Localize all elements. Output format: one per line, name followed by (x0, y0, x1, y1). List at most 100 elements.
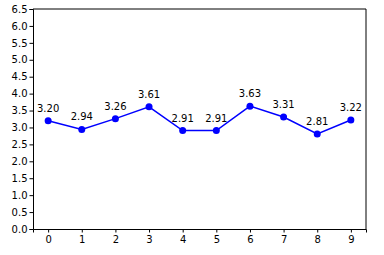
x-tick-label: 9 (348, 234, 354, 245)
x-tick-label: 7 (281, 234, 287, 245)
y-tick: 1.0 (12, 190, 33, 201)
point (112, 115, 119, 122)
x-tick-mark (250, 229, 251, 233)
x-tick-mark (82, 229, 83, 233)
chart: 0 1 2 3 4 5 6 7 8 9 0.0 0.5 1.0 1.5 2.0 2.5 3.0 3.5 4.0 4.5… (0, 0, 384, 255)
y-tick-label: 6.0 (12, 21, 28, 32)
x-axis-line (34, 230, 367, 233)
y-tick-label: 0.5 (12, 207, 28, 218)
x-tick-mark (149, 229, 150, 233)
x-tick-mark (216, 229, 217, 233)
frame-right (366, 9, 367, 229)
x-tick-mark (183, 229, 184, 233)
point (146, 103, 153, 110)
data-label: 2.91 (205, 113, 227, 124)
y-tick-mark (30, 144, 34, 145)
point (45, 117, 52, 124)
y-tick-label: 3.0 (12, 122, 28, 133)
y-tick-mark (30, 178, 34, 179)
series (45, 103, 355, 138)
x-axis: 0 1 2 3 4 5 6 7 8 9 (34, 229, 367, 245)
data-label: 2.91 (172, 113, 194, 124)
y-tick-label: 5.0 (12, 54, 28, 65)
y-tick-mark (30, 229, 34, 230)
y-tick: 0.5 (12, 207, 33, 218)
y-tick-label: 3.5 (12, 105, 28, 116)
plot: 0 1 2 3 4 5 6 7 8 9 0.0 0.5 1.0 1.5 2.0 2.5 3.0 3.5 4.0 4.5… (12, 4, 367, 245)
point (280, 113, 287, 120)
x-tick: 2 (113, 229, 119, 245)
y-tick-label: 1.0 (12, 190, 28, 201)
x-tick: 6 (247, 229, 253, 245)
x-tick: 4 (180, 229, 186, 245)
x-tick-mark (284, 229, 285, 233)
x-tick-label: 2 (113, 234, 119, 245)
x-tick: 0 (45, 229, 51, 245)
data-label: 2.94 (71, 111, 93, 122)
line (48, 106, 351, 134)
y-tick-mark (30, 9, 34, 10)
x-tick-mark (115, 229, 116, 233)
y-tick-mark (30, 60, 34, 61)
y-axis-line (30, 10, 34, 230)
y-tick: 5.5 (12, 38, 33, 49)
x-tick-label: 1 (79, 234, 85, 245)
x-tick-mark (48, 229, 49, 233)
data-label: 3.20 (37, 103, 59, 114)
x-tick: 3 (146, 229, 152, 245)
point (78, 126, 85, 133)
x-tick-label: 8 (315, 234, 321, 245)
y-tick-mark (30, 161, 34, 162)
y-tick-label: 2.5 (12, 139, 28, 150)
y-tick: 3.0 (12, 122, 33, 133)
x-tick-label: 6 (247, 234, 253, 245)
x-tick-mark (317, 229, 318, 233)
x-tick: 8 (315, 229, 321, 245)
y-tick-label: 4.5 (12, 71, 28, 82)
y-tick-label: 2.0 (12, 156, 28, 167)
y-tick: 0.0 (12, 224, 33, 235)
y-tick: 5.0 (12, 54, 33, 65)
y-tick-mark (30, 195, 34, 196)
data-label: 3.22 (340, 102, 362, 113)
y-tick-label: 1.5 (12, 173, 28, 184)
y-tick: 4.0 (12, 88, 33, 99)
x-tick: 5 (214, 229, 220, 245)
x-tick-label: 4 (180, 234, 186, 245)
data-label: 2.81 (306, 116, 328, 127)
data-label: 3.26 (104, 101, 126, 112)
x-tick: 1 (79, 229, 85, 245)
x-tick-mark (351, 229, 352, 233)
x-tick: 7 (281, 229, 287, 245)
x-tick-label: 5 (214, 234, 220, 245)
frame-top (33, 9, 366, 10)
y-tick-mark (30, 94, 34, 95)
y-tick-mark (30, 212, 34, 213)
y-tick-label: 5.5 (12, 38, 28, 49)
data-label: 3.61 (138, 89, 160, 100)
y-tick-mark (30, 77, 34, 78)
y-tick-label: 6.5 (12, 4, 28, 15)
y-tick-mark (30, 43, 34, 44)
point (314, 130, 321, 137)
y-tick-label: 4.0 (12, 88, 28, 99)
y-tick-mark (30, 26, 34, 27)
y-axis: 0.0 0.5 1.0 1.5 2.0 2.5 3.0 3.5 4.0 4.5 5.0 5.5 6.0 6… (12, 4, 34, 235)
y-tick-label: 0.0 (12, 224, 28, 235)
y-tick: 6.0 (12, 21, 33, 32)
y-tick: 3.5 (12, 105, 33, 116)
data-label: 3.31 (272, 99, 294, 110)
y-tick-mark (30, 111, 34, 112)
data-labels: 3.202.943.263.612.912.913.633.312.813.22 (37, 88, 362, 127)
y-tick-mark (30, 127, 34, 128)
point (347, 117, 354, 124)
y-tick: 6.5 (12, 4, 33, 15)
point (246, 103, 253, 110)
y-tick: 1.5 (12, 173, 33, 184)
x-tick-label: 3 (146, 234, 152, 245)
point (179, 127, 186, 134)
y-tick: 2.0 (12, 156, 33, 167)
y-tick: 4.5 (12, 71, 33, 82)
y-tick: 2.5 (12, 139, 33, 150)
x-tick: 9 (348, 229, 354, 245)
